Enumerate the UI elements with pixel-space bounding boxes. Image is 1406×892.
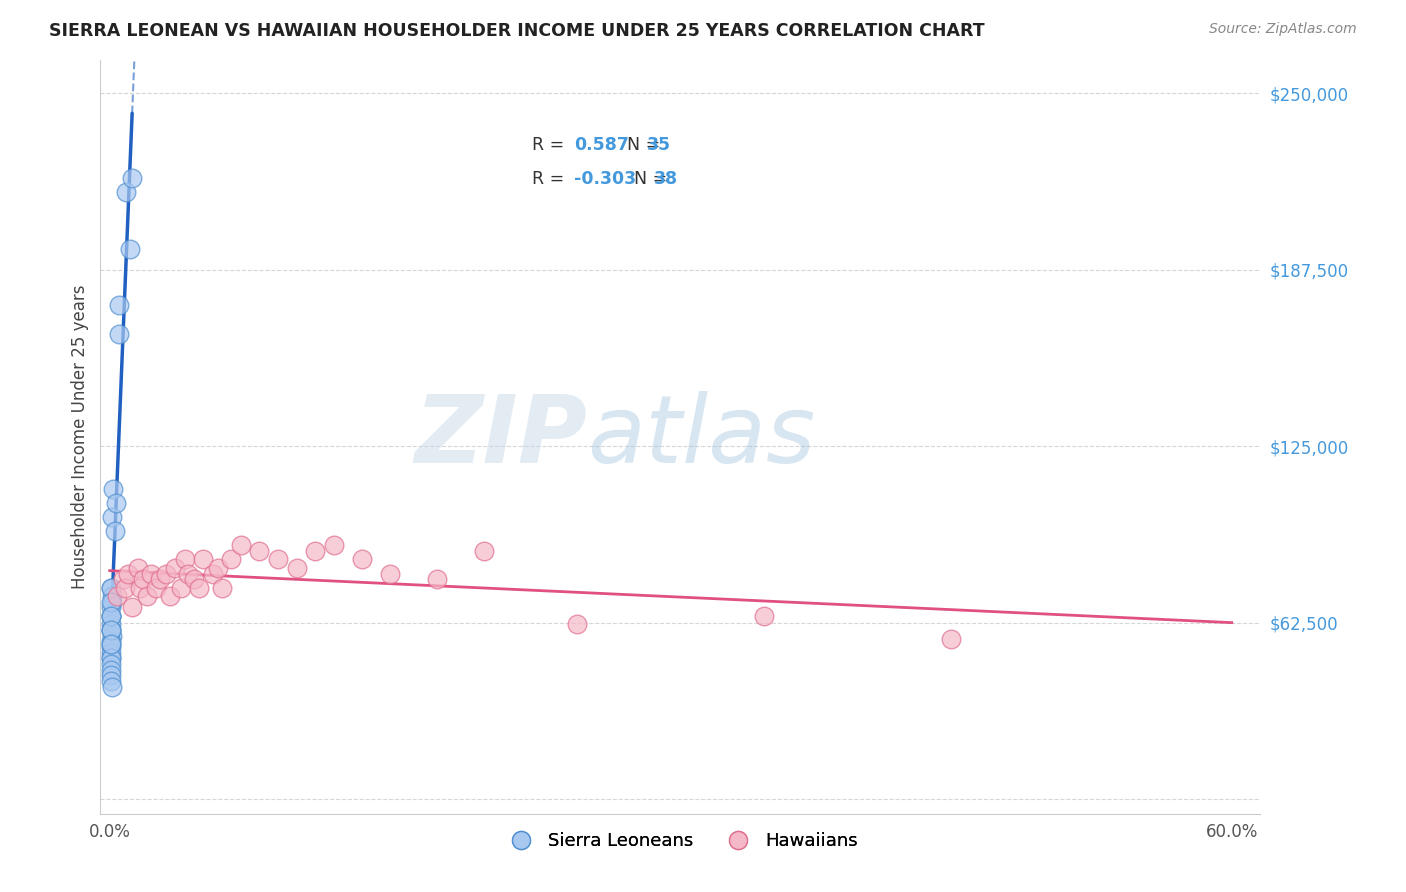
Text: N =: N = (616, 136, 666, 154)
Point (100, 651, 122, 665)
Point (111, 572, 134, 586)
Legend: Sierra Leoneans, Hawaiians: Sierra Leoneans, Hawaiians (495, 825, 865, 857)
Text: 0.587: 0.587 (574, 136, 628, 154)
Point (177, 566, 200, 581)
Point (149, 572, 172, 586)
Text: Source: ZipAtlas.com: Source: ZipAtlas.com (1209, 22, 1357, 37)
Point (100, 595, 122, 609)
Point (100, 637, 122, 651)
Point (472, 544, 495, 558)
Text: -0.303: -0.303 (574, 170, 636, 188)
Text: ZIP: ZIP (415, 391, 588, 483)
Point (121, 171, 143, 186)
Point (165, 561, 187, 575)
Point (201, 566, 224, 581)
Point (132, 572, 155, 586)
Point (100, 623, 122, 637)
Point (100, 589, 122, 603)
Point (100, 680, 122, 694)
Point (100, 640, 122, 654)
Point (100, 617, 122, 632)
Point (114, 186, 136, 200)
Point (100, 600, 122, 615)
Point (285, 561, 308, 575)
Point (136, 589, 159, 603)
Text: R =: R = (531, 170, 569, 188)
Point (104, 524, 127, 539)
Point (183, 572, 205, 586)
Y-axis label: Householder Income Under 25 years: Householder Income Under 25 years (72, 285, 89, 589)
Point (100, 646, 122, 660)
Point (426, 572, 449, 586)
Point (114, 581, 136, 595)
Point (100, 668, 122, 682)
Text: SIERRA LEONEAN VS HAWAIIAN HOUSEHOLDER INCOME UNDER 25 YEARS CORRELATION CHART: SIERRA LEONEAN VS HAWAIIAN HOUSEHOLDER I… (49, 22, 984, 40)
Text: N =: N = (623, 170, 673, 188)
Point (121, 600, 143, 615)
Point (145, 581, 167, 595)
Point (229, 538, 252, 552)
Point (380, 566, 402, 581)
Point (304, 544, 326, 558)
Point (267, 552, 290, 566)
Point (101, 482, 124, 496)
Point (100, 663, 122, 677)
Point (100, 623, 122, 637)
Point (170, 581, 193, 595)
Point (139, 566, 162, 581)
Point (100, 608, 122, 623)
Point (100, 581, 122, 595)
Text: R =: R = (531, 136, 569, 154)
Point (352, 552, 374, 566)
Point (108, 298, 131, 312)
Point (155, 566, 177, 581)
Point (100, 657, 122, 671)
Point (100, 623, 122, 637)
Point (120, 242, 142, 256)
Text: 35: 35 (647, 136, 671, 154)
Point (219, 552, 242, 566)
Point (754, 608, 776, 623)
Point (127, 561, 149, 575)
Point (247, 544, 270, 558)
Point (211, 581, 233, 595)
Text: 38: 38 (654, 170, 678, 188)
Point (105, 589, 128, 603)
Point (173, 552, 195, 566)
Point (100, 673, 122, 688)
Point (100, 581, 122, 595)
Point (188, 581, 211, 595)
Point (100, 608, 122, 623)
Point (100, 629, 122, 643)
Point (117, 566, 139, 581)
Point (100, 595, 122, 609)
Point (100, 608, 122, 623)
Point (101, 510, 124, 524)
Point (128, 581, 150, 595)
Point (107, 326, 129, 341)
Point (105, 496, 128, 510)
Point (941, 632, 963, 646)
Point (100, 634, 122, 648)
Point (100, 651, 122, 665)
Point (159, 589, 181, 603)
Point (207, 561, 229, 575)
Point (323, 538, 346, 552)
Point (100, 637, 122, 651)
Point (567, 617, 589, 632)
Point (193, 552, 215, 566)
Text: atlas: atlas (588, 391, 815, 482)
